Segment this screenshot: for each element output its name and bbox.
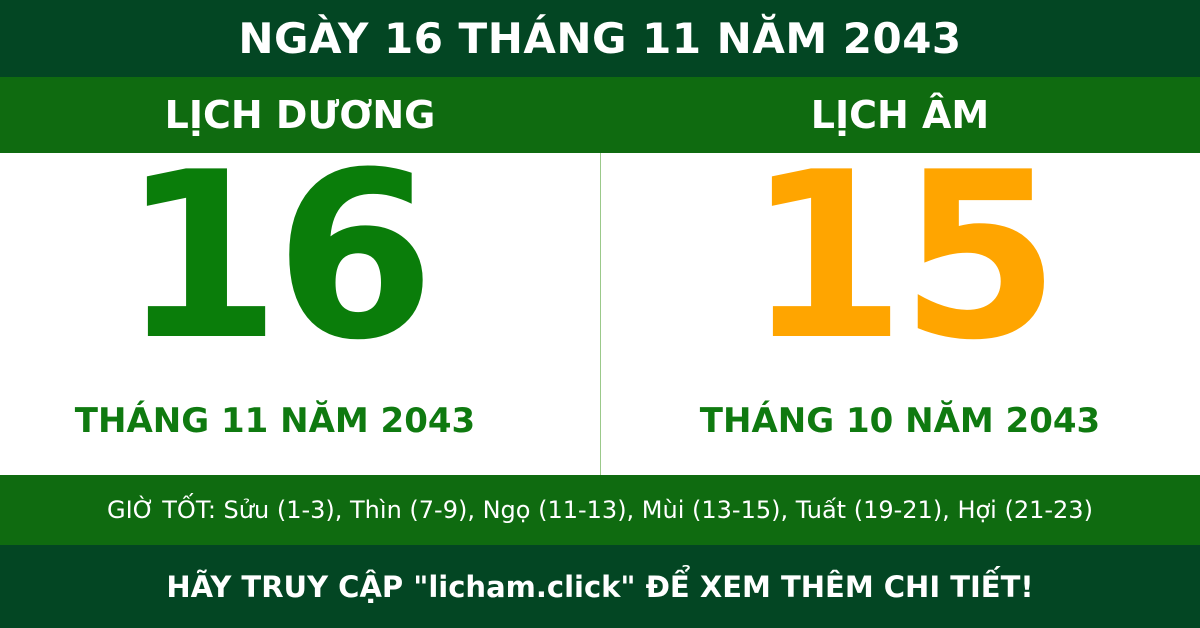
solar-calendar-label: LỊCH DƯƠNG — [164, 93, 436, 137]
calendar-headers: LỊCH DƯƠNG LỊCH ÂM — [0, 77, 1200, 153]
lunar-column: 15 THÁNG 10 NĂM 2043 — [600, 143, 1200, 475]
good-hours: GIỜ TỐT: Sửu (1-3), Thìn (7-9), Ngọ (11-… — [0, 475, 1200, 545]
column-divider — [600, 153, 601, 475]
lunar-day: 15 — [745, 124, 1060, 391]
lunar-calendar-label: LỊCH ÂM — [810, 93, 990, 137]
calendar-body: 16 THÁNG 11 NĂM 2043 15 THÁNG 10 NĂM 204… — [0, 143, 1200, 475]
solar-month-year: THÁNG 11 NĂM 2043 — [74, 401, 476, 441]
footer-cta: HÃY TRUY CẬP "licham.click" ĐỂ XEM THÊM … — [0, 545, 1200, 628]
solar-day: 16 — [120, 124, 435, 391]
page-title: NGÀY 16 THÁNG 11 NĂM 2043 — [0, 0, 1200, 77]
lunar-month-year: THÁNG 10 NĂM 2043 — [699, 401, 1101, 441]
solar-column: 16 THÁNG 11 NĂM 2043 — [0, 143, 575, 475]
